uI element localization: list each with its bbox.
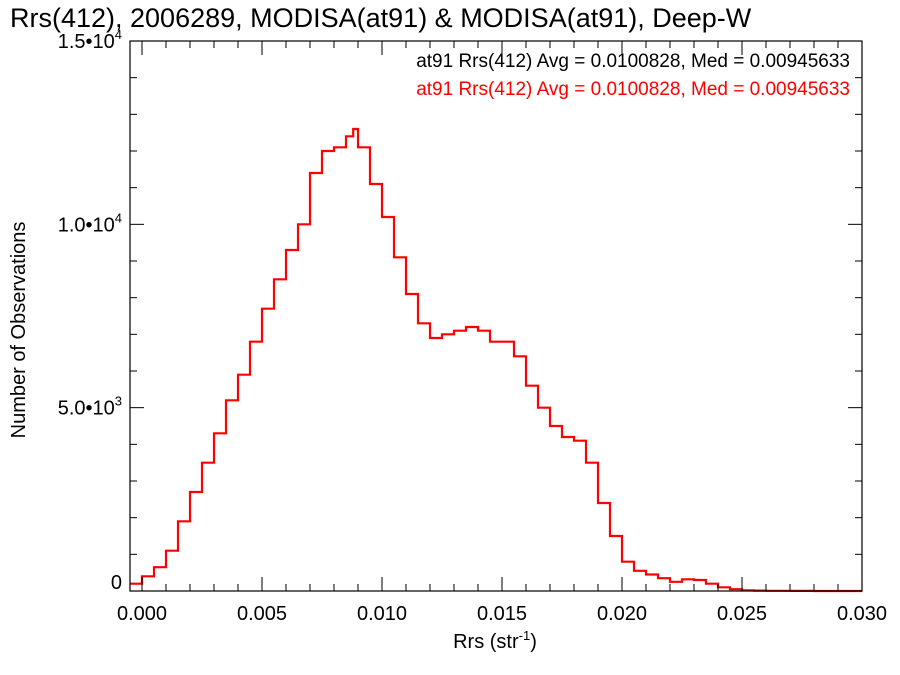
y-tick-label: 5.0•103 xyxy=(58,394,122,420)
y-tick-label-base: 1.0•10 xyxy=(58,214,115,236)
y-tick-label: 1.0•104 xyxy=(58,210,122,236)
x-tick-label: 0.015 xyxy=(477,603,527,625)
chart-title: Rrs(412), 2006289, MODISA(at91) & MODISA… xyxy=(10,3,752,33)
legend-entry-black: at91 Rrs(412) Avg = 0.0100828, Med = 0.0… xyxy=(416,51,850,72)
legend: at91 Rrs(412) Avg = 0.0100828, Med = 0.0… xyxy=(416,51,850,100)
y-tick-label-exponent: 4 xyxy=(115,210,122,225)
plot-frame xyxy=(129,40,863,592)
x-tick-label: 0.030 xyxy=(837,603,887,625)
y-tick-label-exponent: 4 xyxy=(115,27,122,42)
x-axis-label: Rrs (str-1) xyxy=(453,628,537,653)
y-tick-label-base: 1.5•10 xyxy=(58,31,115,53)
y-tick-label-exponent: 3 xyxy=(115,394,122,409)
histogram-series-line xyxy=(130,127,862,593)
x-tick-label: 0.025 xyxy=(717,603,767,625)
y-axis-label: Number of Observations xyxy=(8,222,30,439)
x-axis-label-sup: -1 xyxy=(519,628,531,643)
y-tick-label: 1.5•104 xyxy=(58,27,122,53)
legend-entry-red: at91 Rrs(412) Avg = 0.0100828, Med = 0.0… xyxy=(416,79,850,100)
y-tick-label-base: 0 xyxy=(111,572,122,594)
x-axis-ticks: 0.000 0.005 0.010 0.015 0.020 0.025 0.030 xyxy=(117,41,887,625)
y-tick-label: 0 xyxy=(111,572,122,594)
x-tick-label: 0.020 xyxy=(597,603,647,625)
x-axis-label-close: ) xyxy=(530,631,537,653)
x-tick-label: 0.000 xyxy=(117,603,167,625)
plot-border xyxy=(129,40,863,592)
x-tick-label: 0.010 xyxy=(357,603,407,625)
x-axis-label-main: Rrs (str xyxy=(453,631,519,653)
x-tick-label: 0.005 xyxy=(237,603,287,625)
y-tick-label-base: 5.0•10 xyxy=(58,398,115,420)
